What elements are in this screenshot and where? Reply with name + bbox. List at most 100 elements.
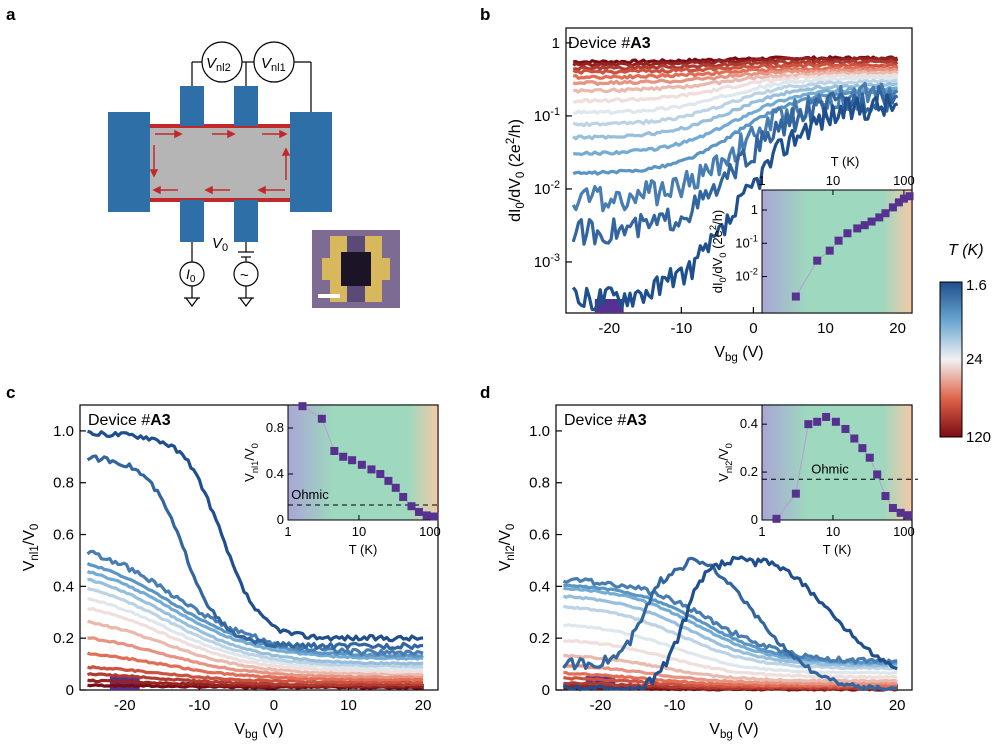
y-tick-label: 0.8 — [529, 475, 550, 492]
inset-point-3 — [834, 236, 843, 245]
inset-point-5 — [853, 224, 862, 233]
device-micrograph — [312, 230, 400, 308]
text-part: 0 — [29, 524, 41, 530]
inset-x-tick-label: 10 — [352, 524, 366, 539]
colorbar-tick-mid: 24 — [966, 351, 983, 368]
device-prefix: Device # — [568, 35, 630, 52]
series-line-1 — [572, 56, 899, 68]
inset-y-tick-label: 1 — [751, 202, 758, 217]
y-tick-label: 0.4 — [53, 578, 74, 595]
text-part: V — [242, 473, 257, 482]
inset-point-12 — [899, 194, 908, 203]
inset-y-axis-label: Vnl2/V0 — [716, 443, 734, 482]
x-axis-label: Vbg (V) — [714, 344, 763, 364]
text-part: (2e — [710, 230, 725, 252]
series-line-13 — [562, 576, 898, 665]
text-part: 0.4 — [529, 578, 550, 595]
inset-point-11 — [407, 502, 416, 511]
text-part: bg — [725, 352, 738, 364]
device-prefix: Device # — [88, 412, 150, 429]
series-line-15 — [562, 555, 898, 692]
inset-point-13 — [905, 192, 914, 201]
inset-point-7 — [850, 434, 859, 443]
v0-label: V0 — [212, 235, 228, 254]
text-part: 0 — [751, 512, 758, 527]
text-part: 0 — [718, 253, 728, 258]
text-part: 0.6 — [53, 527, 74, 544]
inset-y-tick-label: 0.4 — [266, 466, 284, 481]
inset-point-8 — [858, 444, 867, 453]
text-part: -2 — [550, 179, 560, 191]
series-line-4 — [86, 651, 424, 682]
inset-y-axis-label: Vnl1/V0 — [242, 443, 260, 482]
panel-letter-c: c — [6, 383, 15, 402]
text-part: 10 — [534, 108, 551, 125]
inset-point-6 — [841, 424, 850, 433]
text-part: 0.8 — [53, 475, 74, 492]
series-line-7 — [563, 638, 898, 680]
inset-x-axis-label: T (K) — [831, 154, 860, 169]
y-tick-label: 1.0 — [529, 423, 550, 440]
y-tick-label: 0.6 — [53, 527, 74, 544]
text-part: (2e — [507, 144, 524, 172]
y-tick-label: 0.2 — [53, 630, 74, 647]
inset-x-tick-label: 100 — [419, 524, 441, 539]
text-part: -2 — [750, 267, 758, 277]
text-part: T (K) — [349, 542, 378, 557]
inset-x-tick-label: 1 — [284, 524, 291, 539]
text-part: 0.2 — [529, 630, 550, 647]
inset-y-tick-label: 0.2 — [740, 464, 758, 479]
bottom-probe-1 — [180, 200, 204, 242]
series-line-2 — [563, 681, 898, 691]
device-label: Device #A3 — [564, 412, 647, 429]
inset-point-2 — [804, 420, 813, 429]
inset-point-11 — [894, 198, 903, 207]
text-part: -3 — [550, 252, 560, 264]
y-tick-label: 0.8 — [53, 475, 74, 492]
inset-point-0 — [791, 292, 800, 301]
inset-point-9 — [391, 483, 400, 492]
series-line-13 — [86, 549, 424, 657]
text-part: /V — [497, 530, 514, 545]
y-tick-label: 0 — [542, 682, 550, 699]
series-group — [571, 55, 899, 312]
x-tick-label: 10 — [817, 320, 834, 337]
right-contact — [290, 112, 332, 212]
series-line-10 — [87, 577, 424, 666]
text-part: 0 — [542, 682, 550, 699]
inset-point-1 — [813, 256, 822, 265]
plot-frame — [565, 27, 913, 314]
device-id: A3 — [626, 412, 647, 429]
inset-point-1 — [791, 489, 800, 498]
device-schematic: Vnl2 Vnl1 I0 ~ V0 — [108, 41, 400, 308]
device-id: A3 — [630, 35, 651, 52]
left-contact — [108, 112, 150, 212]
text-part: /h) — [507, 119, 524, 138]
inset-y-tick-label: 0.4 — [740, 416, 758, 431]
inset-point-6 — [860, 221, 869, 230]
x-tick-label: 0 — [270, 697, 278, 714]
text-part: /h) — [710, 210, 725, 225]
text-part: 0.6 — [529, 527, 550, 544]
series-line-2 — [87, 672, 424, 687]
inset-connector — [776, 493, 797, 520]
series-line-11 — [86, 570, 424, 661]
text-part: /V — [242, 448, 257, 461]
series-line-15 — [87, 429, 424, 643]
y-tick-label: 0 — [66, 682, 74, 699]
text-part: 0.4 — [53, 578, 74, 595]
text-part: 0.4 — [266, 466, 284, 481]
x-tick-label: 0 — [745, 697, 753, 714]
ohmic-label: Ohmic — [811, 461, 849, 476]
series-line-7 — [572, 72, 899, 104]
series-line-10 — [572, 81, 898, 141]
device-id: A3 — [150, 412, 171, 429]
inset-y-tick-label: 10-1 — [735, 233, 758, 250]
inset-point-14 — [904, 511, 913, 520]
inset-point-4 — [822, 412, 831, 421]
x-tick-label: 20 — [889, 697, 906, 714]
text-part: T (K) — [823, 542, 852, 557]
